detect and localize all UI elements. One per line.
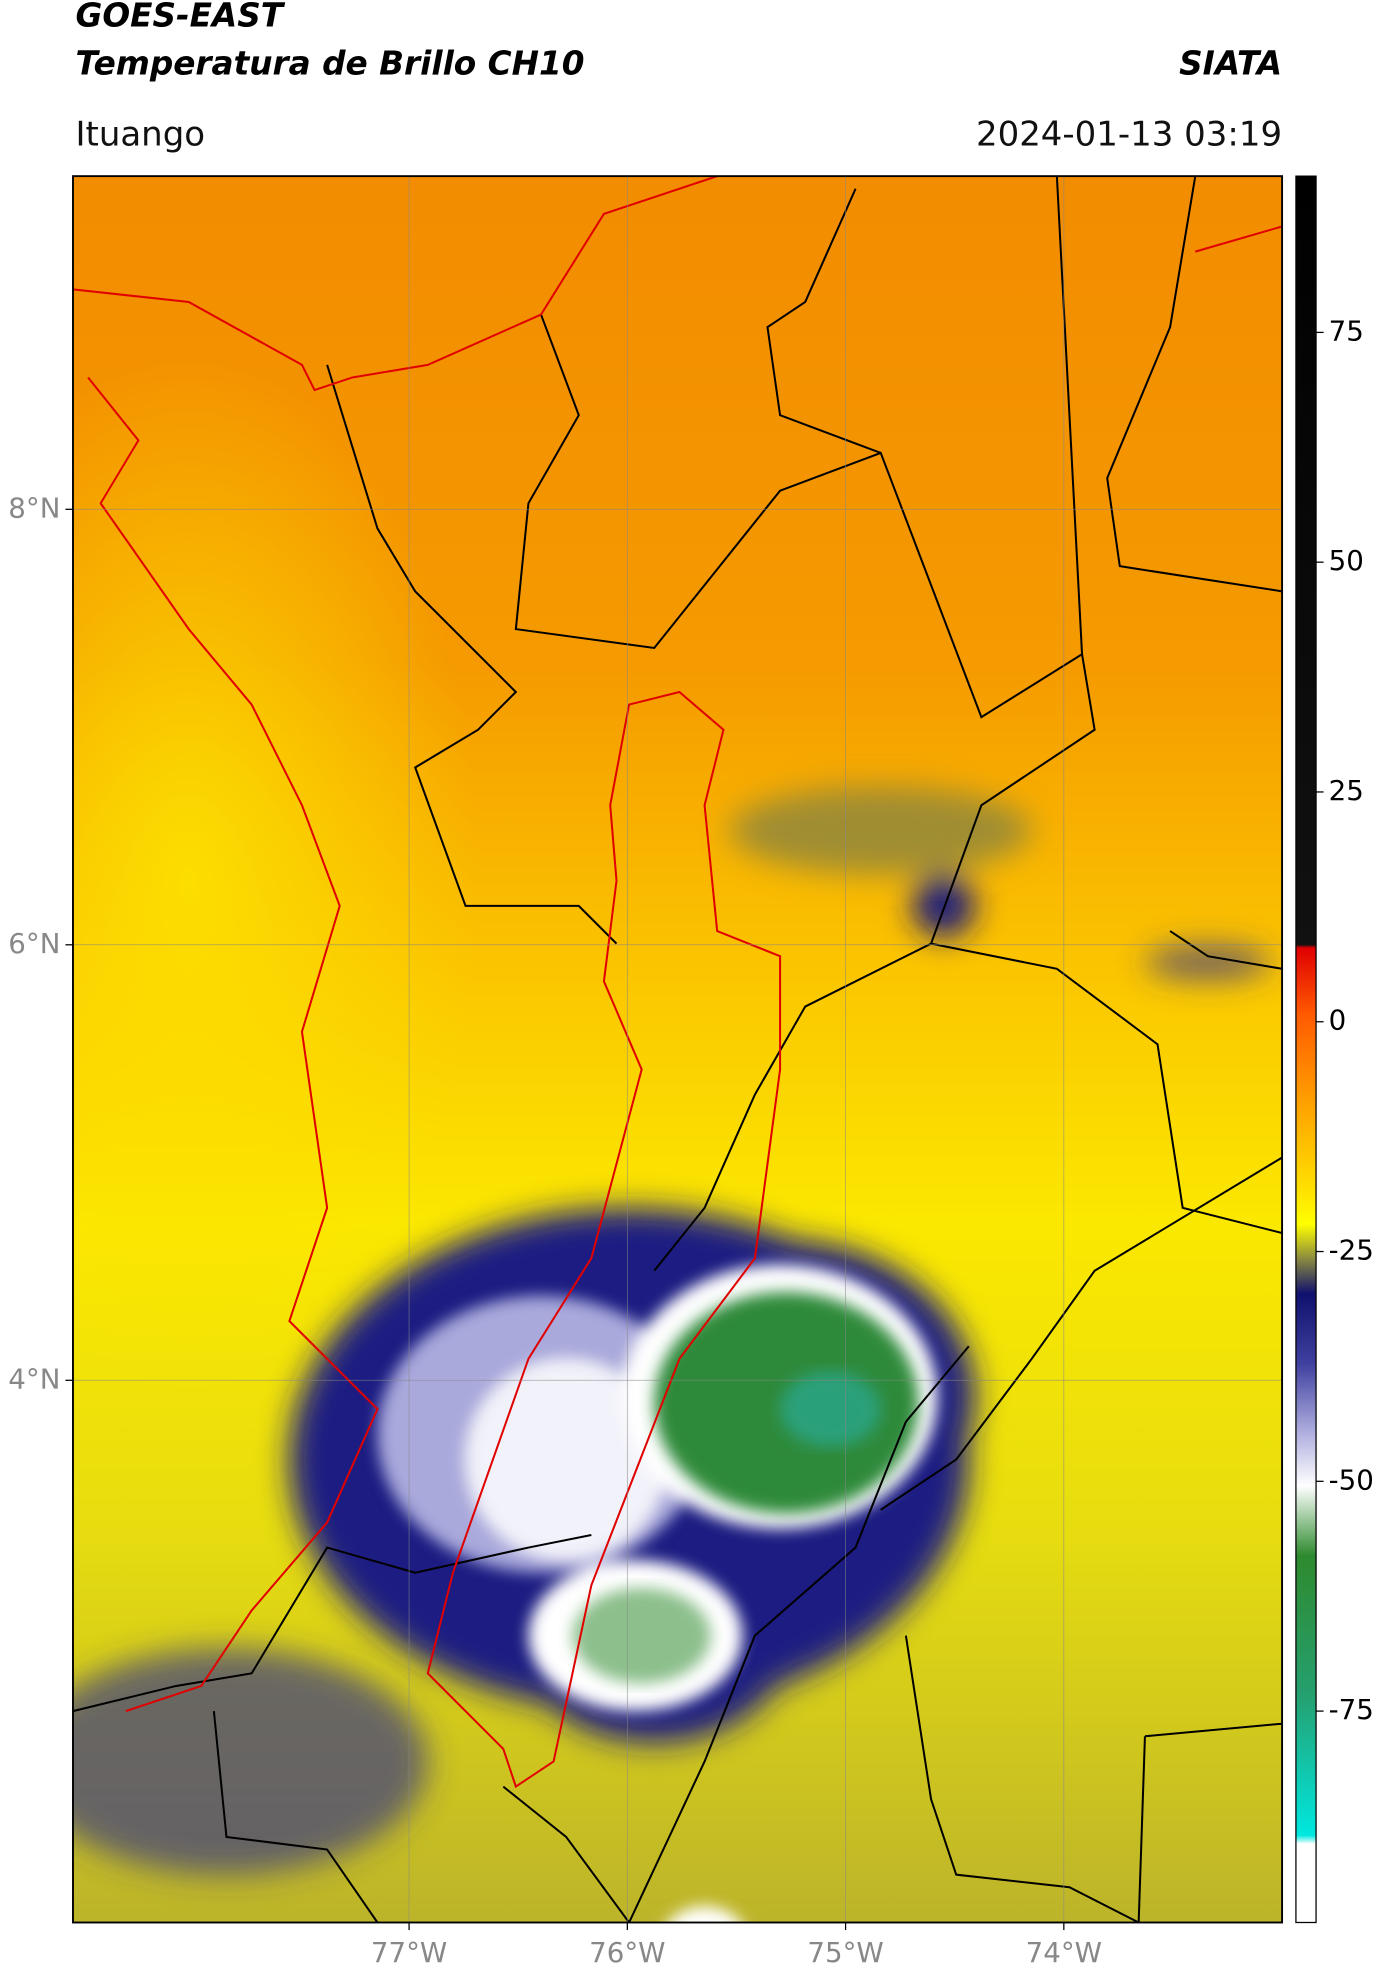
y-tick-label: 4°N [8, 1362, 60, 1395]
colorbar-tick-label: -25 [1329, 1234, 1374, 1267]
location: Ituango [75, 114, 205, 154]
x-tick-label: 76°W [589, 1936, 665, 1969]
colorbar [1295, 175, 1317, 1924]
source: SIATA [1179, 44, 1282, 82]
colorbar-tick-label: -75 [1329, 1693, 1374, 1726]
y-tick-label: 8°N [8, 491, 60, 524]
subtitle: Temperatura de Brillo CH10 [75, 44, 584, 82]
x-tick-label: 77°W [371, 1936, 447, 1969]
title: GOES-EAST [75, 0, 285, 35]
map-frame [72, 175, 1284, 1924]
satellite-image [72, 176, 1283, 1923]
datetime: 2024-01-13 03:19 [976, 114, 1282, 154]
x-tick-label: 75°W [807, 1936, 883, 1969]
colorbar-tick-label: 50 [1329, 544, 1364, 577]
colorbar-tick-label: 25 [1329, 774, 1364, 807]
colorbar-tick-label: -50 [1329, 1463, 1374, 1496]
colorbar-tick-label: 0 [1329, 1004, 1347, 1037]
x-tick-label: 74°W [1026, 1936, 1102, 1969]
y-tick-label: 6°N [8, 927, 60, 960]
grid [72, 176, 1283, 1923]
colorbar-tick-label: 75 [1329, 314, 1364, 347]
